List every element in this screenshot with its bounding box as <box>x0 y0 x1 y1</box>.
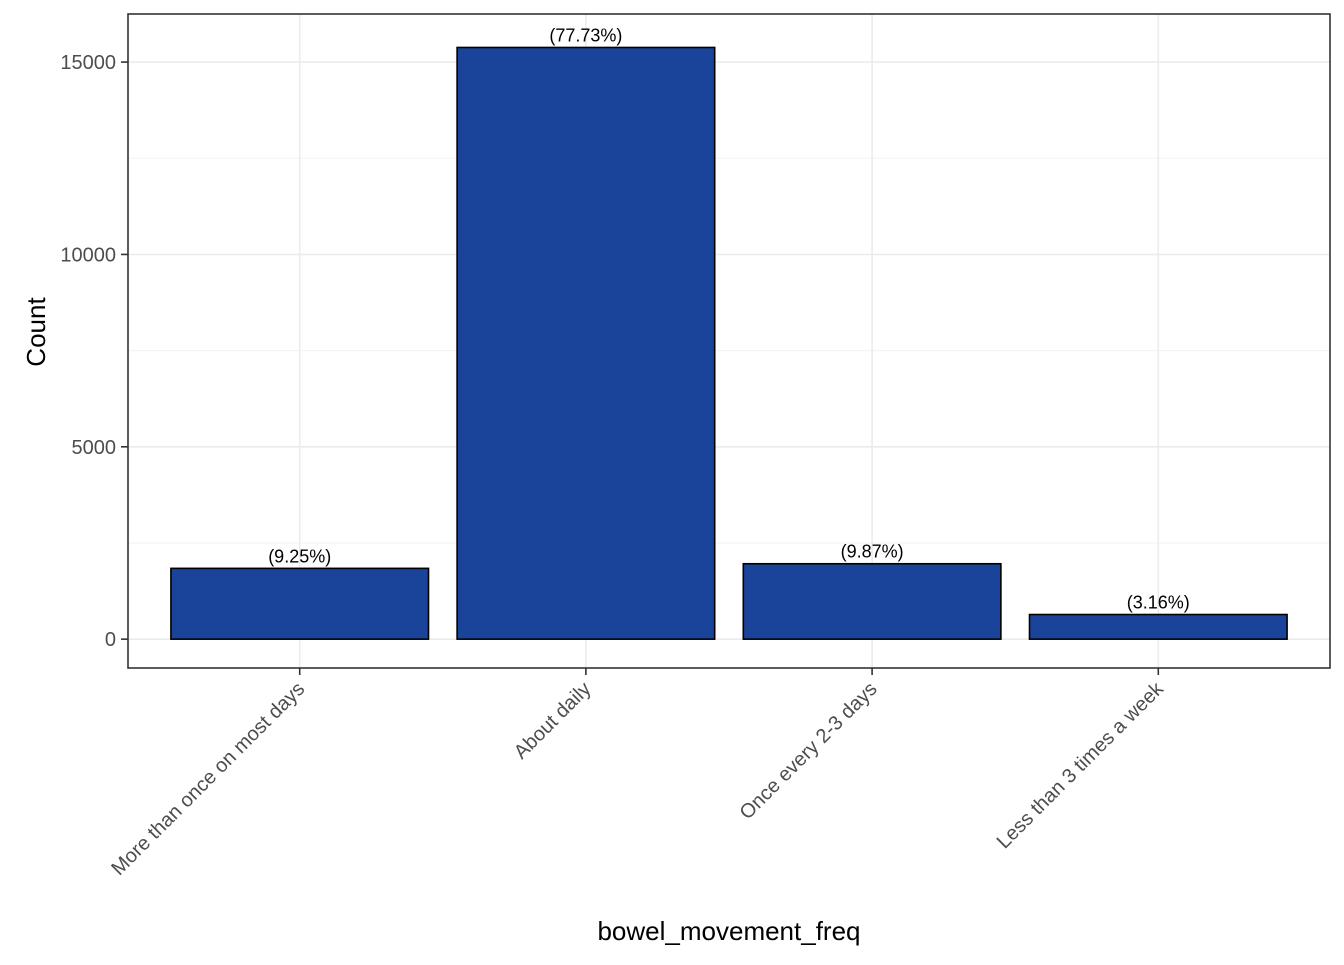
y-axis: 0 5000 10000 15000 <box>60 52 128 651</box>
bar-data-label: (3.16%) <box>1127 593 1190 613</box>
y-tick-label: 5000 <box>72 437 117 459</box>
bar-data-label: (9.87%) <box>841 542 904 562</box>
panel-border <box>127 13 1331 669</box>
bar <box>742 562 1002 640</box>
x-axis-title: bowel_movement_freq <box>597 916 860 946</box>
y-tick-label: 10000 <box>60 244 116 266</box>
y-tick-label: 15000 <box>60 52 116 74</box>
bar-data-label: (77.73%) <box>549 25 622 45</box>
bar-data-label: (9.25%) <box>268 546 331 566</box>
bar <box>456 46 716 640</box>
bar <box>1028 613 1288 640</box>
bar <box>170 567 430 640</box>
y-tick-label: 0 <box>105 629 116 651</box>
bars <box>170 46 1288 640</box>
bar-data-labels: (9.25%) (77.73%) (9.87%) (3.16%) <box>268 25 1190 612</box>
y-axis-title: Count <box>21 297 51 367</box>
